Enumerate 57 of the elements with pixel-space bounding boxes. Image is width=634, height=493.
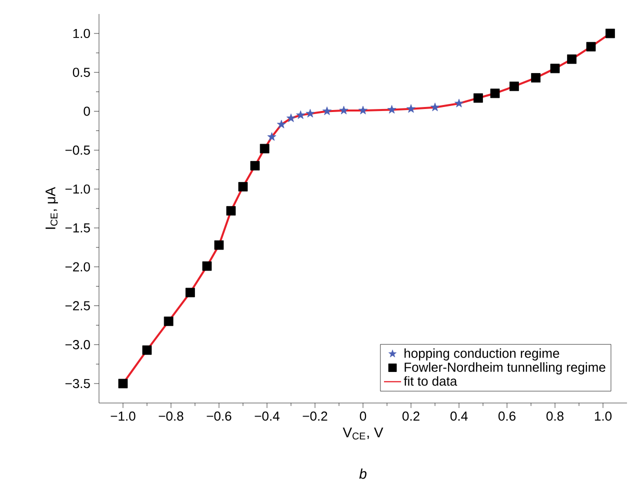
point — [322, 106, 332, 116]
y-tick-label: −3.0 — [65, 340, 90, 350]
point — [306, 108, 315, 118]
x-tick-label: −0.4 — [254, 412, 280, 421]
y-tick-label: −1.0 — [65, 184, 90, 194]
y-tick-label: −0.5 — [65, 146, 90, 155]
point — [606, 28, 615, 38]
y-tick-label: −2.0 — [65, 262, 90, 272]
x-axis-title: V$_{CE}$, V — [342, 428, 384, 440]
x-tick-label: −0.2 — [302, 412, 328, 421]
point — [550, 64, 560, 74]
point — [567, 54, 577, 64]
point — [186, 288, 195, 298]
point — [406, 104, 416, 113]
text: b — [359, 468, 366, 479]
legend-label: Fowler-Nordheim tunnelling regime — [404, 362, 606, 374]
point — [260, 144, 270, 154]
point — [510, 82, 519, 92]
point — [454, 98, 464, 108]
x-tick-label: −1.0 — [110, 412, 136, 421]
point — [226, 206, 236, 216]
point — [118, 378, 128, 388]
point — [531, 73, 541, 82]
x-tick-label: 1.0 — [594, 412, 612, 421]
y-tick-label: −2.5 — [65, 301, 90, 310]
point — [339, 106, 348, 114]
point — [164, 316, 174, 326]
y-tick-label: 0.5 — [72, 68, 90, 77]
point — [238, 182, 248, 192]
point — [214, 240, 224, 250]
x-tick-label: 0.2 — [402, 412, 420, 421]
y-tick-label: 1.0 — [73, 28, 90, 38]
point — [142, 345, 152, 355]
x-tick-label: 0 — [360, 412, 366, 421]
point — [276, 120, 286, 128]
x-tick-label: −0.6 — [206, 412, 232, 421]
point — [387, 104, 396, 114]
y-tick-label: −3.5 — [65, 378, 90, 388]
x-tick-label: −0.8 — [158, 412, 184, 421]
x-tick-label: 0.8 — [546, 412, 564, 421]
point — [358, 106, 368, 114]
legend-label: hopping conduction regime — [404, 348, 560, 360]
x-tick-label: 0.4 — [450, 412, 468, 421]
y-tick-label: −1.5 — [65, 223, 90, 232]
point — [430, 102, 440, 112]
point — [490, 88, 500, 98]
point — [250, 161, 260, 170]
point — [296, 110, 306, 119]
point — [586, 42, 596, 52]
x-tick-label: 0.6 — [498, 412, 516, 421]
point — [286, 114, 296, 122]
y-tick-label: 0 — [84, 106, 90, 116]
legend-label: fit to data — [404, 376, 458, 386]
point — [267, 132, 276, 141]
y-axis-title: I$_{CE}$, μA — [46, 186, 58, 229]
point — [474, 93, 483, 103]
point — [202, 261, 212, 271]
